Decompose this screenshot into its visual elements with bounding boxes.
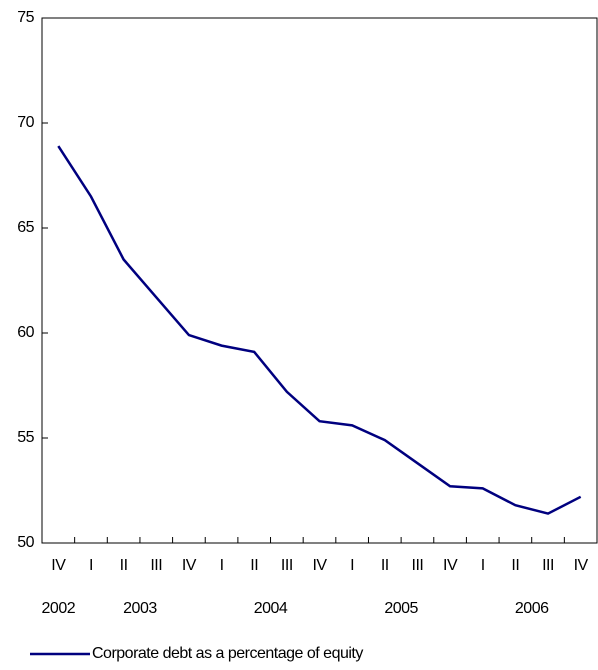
x-tick-label: II [381, 557, 389, 574]
x-tick-label: II [250, 557, 258, 574]
x-tick-label: IV [312, 557, 327, 574]
year-label: 2002 [42, 600, 76, 617]
x-tick-label: III [542, 557, 554, 574]
x-tick-label: III [150, 557, 162, 574]
legend-label: Corporate debt as a percentage of equity [92, 645, 363, 662]
x-tick-label: III [281, 557, 293, 574]
y-tick-label: 50 [17, 534, 34, 551]
year-label: 2003 [123, 600, 157, 617]
x-tick-label: II [511, 557, 519, 574]
x-tick-label: II [120, 557, 128, 574]
x-tick-label: I [350, 557, 354, 574]
x-tick-label: IV [51, 557, 66, 574]
y-tick-label: 70 [17, 114, 34, 131]
plot-frame [41, 17, 598, 544]
x-tick-label: III [412, 557, 424, 574]
x-tick-label: IV [182, 557, 197, 574]
y-tick-label: 65 [17, 219, 34, 236]
year-label: 2006 [515, 600, 549, 617]
year-label: 2005 [384, 600, 418, 617]
x-tick-label: IV [574, 557, 589, 574]
x-tick-label: IV [443, 557, 458, 574]
x-tick-label: I [481, 557, 485, 574]
x-tick-label: I [89, 557, 93, 574]
data-line [57, 145, 582, 515]
y-tick-label: 75 [17, 9, 34, 26]
year-label: 2004 [254, 600, 288, 617]
y-tick-label: 60 [17, 324, 34, 341]
y-tick-label: 55 [17, 429, 34, 446]
x-tick-label: I [220, 557, 224, 574]
